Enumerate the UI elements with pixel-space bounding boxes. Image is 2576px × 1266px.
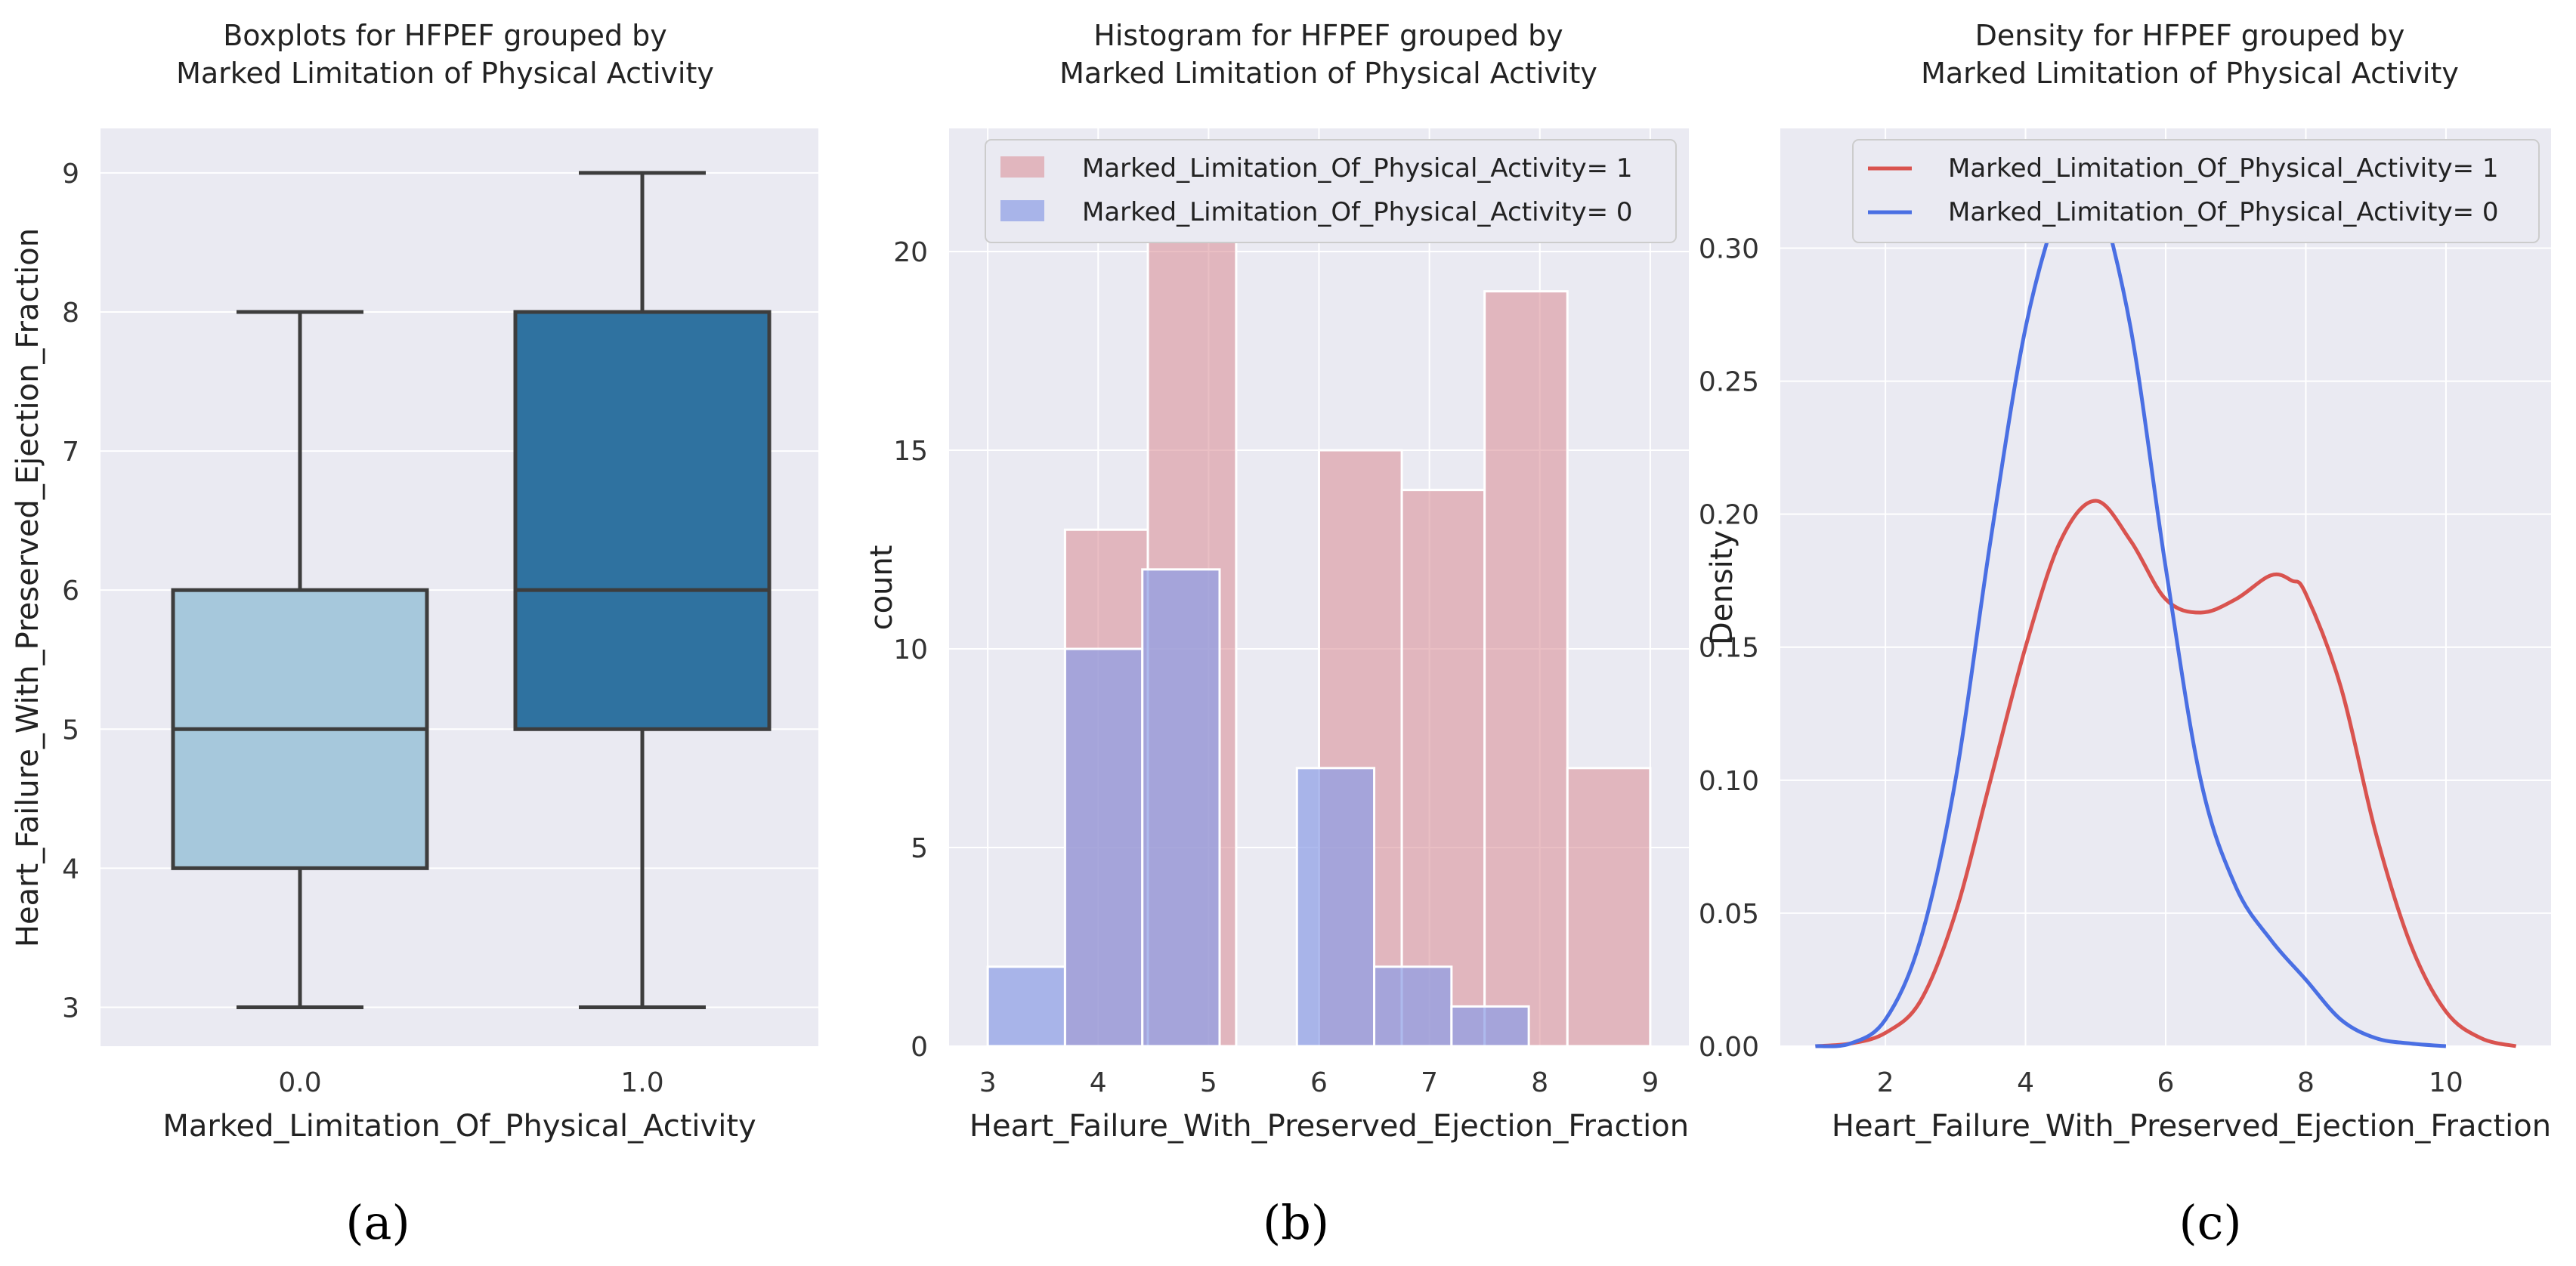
x-tick-label: 0.0	[278, 1067, 321, 1098]
y-tick-label: 5	[62, 715, 79, 746]
y-tick-label: 0.20	[1699, 500, 1759, 531]
y-tick-label: 5	[911, 833, 928, 864]
y-tick-label: 8	[62, 298, 79, 329]
legend: Marked_Limitation_Of_Physical_Activity= …	[1852, 139, 2540, 243]
legend-box	[1852, 139, 2540, 243]
panel-label-b: (b)	[1263, 1195, 1329, 1250]
y-axis-label: count	[864, 545, 899, 631]
x-tick-label: 2	[1877, 1067, 1894, 1098]
y-tick-label: 6	[62, 576, 79, 607]
density-line-series-1	[1815, 499, 2517, 1048]
tick-labels: 3 4 5 6 7 8 9 0 5 10 15 20	[893, 237, 1659, 1098]
y-axis-label: Heart_Failure_With_Preserved_Ejection_Fr…	[11, 228, 45, 947]
y-tick-label: 20	[893, 237, 928, 268]
y-tick-label: 4	[62, 854, 79, 885]
y-tick-label: 0	[911, 1032, 928, 1063]
x-tick-label: 5	[1200, 1067, 1217, 1098]
histogram-bar-series-2	[1450, 1005, 1530, 1048]
x-tick-label: 8	[2297, 1067, 2315, 1098]
histogram-bar-series-1	[1566, 767, 1652, 1048]
histogram-bar-series-1	[1483, 290, 1569, 1048]
x-tick-label: 4	[2017, 1067, 2034, 1098]
panel-c: Density for HFPEF grouped by Marked Limi…	[1699, 19, 2551, 1250]
y-tick-label: 0.05	[1699, 899, 1759, 930]
title-line-1: Boxplots for HFPEF grouped by	[223, 19, 667, 52]
panel-a: Boxplots for HFPEF grouped by Marked Lim…	[11, 19, 818, 1250]
x-tick-label: 10	[2429, 1067, 2463, 1098]
y-tick-label: 0.10	[1699, 766, 1759, 797]
boxes	[171, 171, 772, 1009]
y-tick-label: 0.25	[1699, 367, 1759, 398]
y-tick-label: 0.15	[1699, 633, 1759, 664]
legend-label-series-2: Marked_Limitation_Of_Physical_Activity= …	[1948, 197, 2499, 227]
y-tick-label: 3	[62, 993, 79, 1024]
panel-b: Histogram for HFPEF grouped by Marked Li…	[864, 19, 1689, 1250]
y-tick-label: 10	[893, 635, 928, 665]
x-axis-label: Marked_Limitation_Of_Physical_Activity	[162, 1109, 756, 1144]
histogram-bars	[986, 171, 1652, 1048]
legend-label-series-1: Marked_Limitation_Of_Physical_Activity= …	[1082, 153, 1633, 184]
histogram-bar-series-2	[1295, 767, 1376, 1048]
y-axis-label: Density	[1705, 530, 1739, 645]
y-tick-label: 0.30	[1699, 233, 1759, 264]
x-tick-label: 1.0	[620, 1067, 663, 1098]
tick-labels: 3 4 5 6 7 8 9 0.0 1.0	[62, 159, 664, 1098]
legend-label-series-2: Marked_Limitation_Of_Physical_Activity= …	[1082, 197, 1633, 227]
x-tick-label: 3	[979, 1067, 997, 1098]
legend-label-series-1: Marked_Limitation_Of_Physical_Activity= …	[1948, 153, 2499, 184]
histogram-bar-series-2	[1141, 568, 1221, 1048]
title-line-1: Density for HFPEF grouped by	[1975, 19, 2405, 52]
y-tick-label: 15	[893, 436, 928, 467]
y-tick-label: 9	[62, 159, 79, 190]
box-1.0	[513, 310, 772, 731]
title-line-2: Marked Limitation of Physical Activity	[176, 57, 714, 90]
title-line-1: Histogram for HFPEF grouped by	[1093, 19, 1563, 52]
histogram-bar-series-1	[1400, 489, 1486, 1048]
title-line-2: Marked Limitation of Physical Activity	[1059, 57, 1597, 90]
grid	[1780, 128, 2551, 1047]
x-tick-label: 9	[1641, 1067, 1659, 1098]
x-tick-label: 4	[1090, 1067, 1107, 1098]
tick-labels: 2 4 6 8 10 0.00 0.05 0.10 0.15 0.20 0.25 0.30	[1699, 233, 2463, 1098]
legend: Marked_Limitation_Of_Physical_Activity= …	[985, 139, 1677, 243]
histogram-bar-series-2	[986, 965, 1066, 1048]
histogram-bar-series-2	[1063, 647, 1144, 1048]
legend-swatch-series-2	[1000, 200, 1044, 221]
y-tick-label: 0.00	[1699, 1032, 1759, 1063]
x-tick-label: 7	[1421, 1067, 1438, 1098]
legend-swatch-series-1	[1000, 156, 1044, 178]
x-axis-label: Heart_Failure_With_Preserved_Ejection_Fr…	[969, 1109, 1689, 1144]
panel-label-c: (c)	[2179, 1195, 2241, 1250]
title-line-2: Marked Limitation of Physical Activity	[1921, 57, 2459, 90]
legend-box	[985, 139, 1677, 243]
histogram-bar-series-2	[1373, 965, 1453, 1048]
x-tick-label: 6	[1310, 1067, 1328, 1098]
x-axis-label: Heart_Failure_With_Preserved_Ejection_Fr…	[1832, 1109, 2551, 1144]
panel-label-a: (a)	[345, 1195, 410, 1250]
x-tick-label: 6	[2157, 1067, 2175, 1098]
x-tick-label: 8	[1531, 1067, 1548, 1098]
y-tick-label: 7	[62, 437, 79, 468]
